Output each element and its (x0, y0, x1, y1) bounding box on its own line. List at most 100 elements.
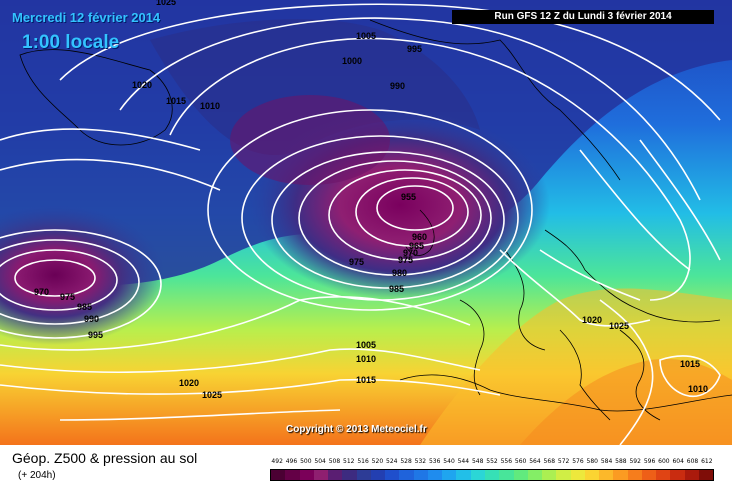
scale-tick-label: 540 (443, 458, 455, 465)
isobar-label: 980 (392, 268, 407, 278)
scale-swatch (513, 470, 528, 480)
scale-swatch (342, 470, 357, 480)
scale-tick-label: 596 (643, 458, 656, 465)
isobar-label: 975 (60, 292, 75, 302)
scale-tick-label: 524 (386, 458, 398, 465)
isobar-label: 975 (349, 257, 364, 267)
scale-swatch (527, 470, 543, 480)
scale-tick-label: 492 (271, 458, 283, 465)
copyright-notice: Copyright © 2013 Meteociel.fr (286, 424, 427, 435)
scale-tick-label: 556 (500, 458, 513, 465)
isobar-label: 1025 (609, 321, 629, 331)
isobar-label: 990 (84, 314, 99, 324)
legend-panel: Géop. Z500 & pression au sol (+ 204h) 49… (0, 445, 732, 488)
scale-tick-label: 584 (600, 458, 613, 465)
scale-swatch (328, 470, 343, 480)
scale-swatch (385, 470, 400, 480)
isobar-label: 995 (407, 44, 422, 54)
scale-tick-label: 504 (314, 458, 326, 465)
isobar-label: 1000 (342, 56, 362, 66)
scale-swatch (599, 470, 614, 480)
scale-tick-label: 604 (672, 458, 684, 465)
isobar-label: 990 (390, 81, 405, 91)
forecast-date: Mercredi 12 février 2014 (12, 10, 161, 25)
isobar-label: 1020 (582, 315, 602, 325)
scale-swatch (484, 470, 500, 480)
scale-tick-label: 548 (471, 458, 484, 465)
scale-swatch (313, 470, 329, 480)
scale-tick-label: 588 (615, 458, 627, 465)
scale-swatch (299, 470, 314, 480)
scale-swatch (670, 470, 685, 480)
coastlines (19, 19, 732, 421)
scale-tick-label: 512 (343, 458, 355, 465)
scale-swatch (627, 470, 642, 480)
scale-swatch (499, 470, 514, 480)
scale-tick-label: 592 (629, 458, 641, 465)
map-canvas: 1025 1005 995 1000 990 1020 1015 1010 95… (0, 0, 732, 445)
scale-tick-label: 576 (572, 458, 584, 465)
isobar-label: 1010 (200, 101, 220, 111)
isobar-label: 1020 (179, 378, 199, 388)
scale-tick-label: 612 (701, 458, 713, 465)
isobar-label: 975 (398, 255, 413, 265)
scale-swatch (542, 470, 557, 480)
scale-swatch (399, 470, 414, 480)
scale-swatch (427, 470, 443, 480)
isobar-label: 1005 (356, 31, 376, 41)
forecast-time: 1:00 locale (22, 32, 120, 53)
scale-tick-label: 608 (686, 458, 699, 465)
scale-swatch (556, 470, 571, 480)
color-scale-labels: 492 496 500 504 508 512 516 520 524 528 532 536 540 5… (270, 458, 714, 468)
scale-swatch (413, 470, 428, 480)
isobar-labels: 1025 1005 995 1000 990 1020 1015 1010 95… (34, 0, 708, 400)
scale-swatch (613, 470, 628, 480)
scale-tick-label: 520 (371, 458, 384, 465)
scale-swatch (271, 470, 286, 480)
scale-swatch (641, 470, 657, 480)
color-scale-bar (270, 469, 714, 481)
scale-swatch (370, 470, 386, 480)
scale-tick-label: 500 (300, 458, 312, 465)
scale-tick-label: 528 (400, 458, 412, 465)
scale-swatch (470, 470, 485, 480)
scale-swatch (656, 470, 671, 480)
scale-swatch (698, 470, 714, 480)
isobar-label: 1015 (680, 359, 700, 369)
isobar-label: 965 (409, 241, 424, 251)
scale-swatch (584, 470, 600, 480)
scale-swatch (356, 470, 371, 480)
isobar-label: 1015 (166, 96, 186, 106)
model-run-label: Run GFS 12 Z du Lundi 3 février 2014 (452, 10, 714, 24)
isobar-lines (0, 3, 721, 445)
scale-tick-label: 508 (328, 458, 341, 465)
weather-map: 1025 1005 995 1000 990 1020 1015 1010 95… (0, 0, 732, 445)
scale-swatch (456, 470, 471, 480)
scale-tick-label: 552 (486, 458, 498, 465)
isobar-label: 1025 (202, 390, 222, 400)
isobar-label: 985 (389, 284, 404, 294)
scale-swatch (684, 470, 699, 480)
isobar-label: 985 (77, 302, 92, 312)
isobar-label: 960 (412, 232, 427, 242)
isobar-label: 1015 (356, 375, 376, 385)
isobar-label: 1010 (356, 354, 376, 364)
isobar-label: 955 (401, 192, 416, 202)
isobar-label: 970 (34, 287, 49, 297)
scale-tick-label: 600 (658, 458, 670, 465)
scale-tick-label: 532 (414, 458, 427, 465)
isobar-label: 1005 (356, 340, 376, 350)
scale-tick-label: 516 (357, 458, 369, 465)
scale-tick-label: 568 (543, 458, 556, 465)
scale-tick-label: 496 (285, 458, 298, 465)
isobar-label: 1025 (156, 0, 176, 7)
scale-tick-label: 544 (457, 458, 470, 465)
scale-tick-label: 560 (514, 458, 527, 465)
legend-subtitle: (+ 204h) (18, 470, 56, 481)
scale-swatch (570, 470, 585, 480)
scale-tick-label: 580 (586, 458, 598, 465)
isobar-label: 1010 (688, 384, 708, 394)
legend-title: Géop. Z500 & pression au sol (12, 450, 198, 466)
scale-tick-label: 564 (529, 458, 541, 465)
scale-swatch (285, 470, 300, 480)
